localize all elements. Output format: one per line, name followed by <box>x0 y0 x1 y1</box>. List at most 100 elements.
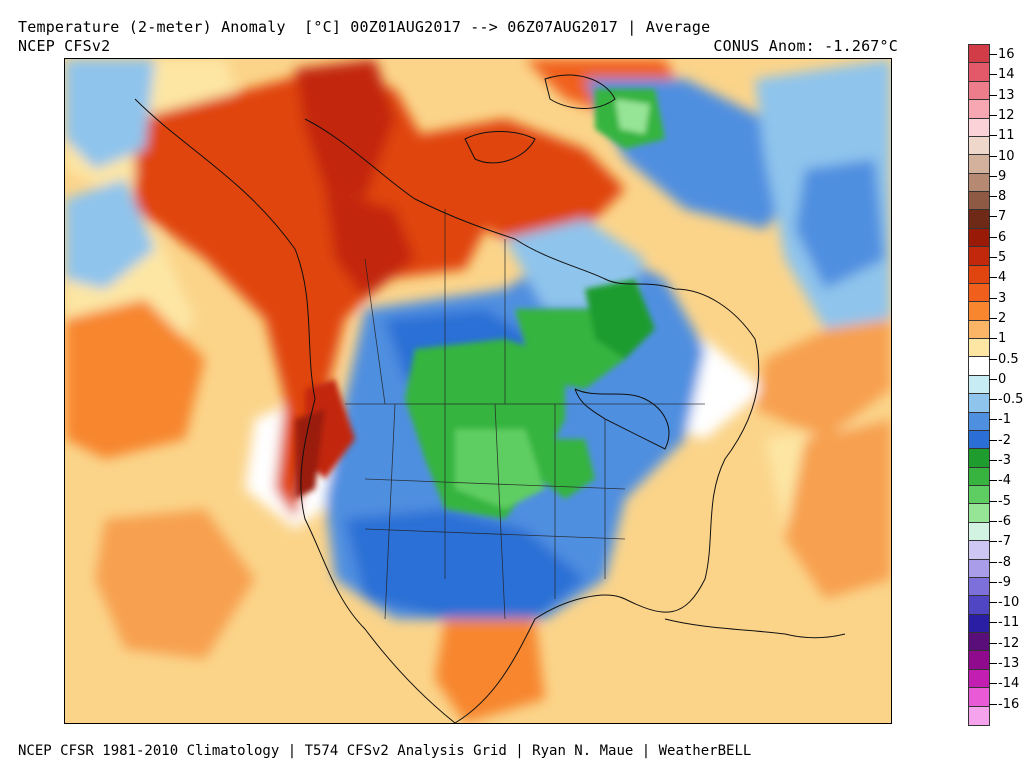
temperature-anomaly-map[interactable] <box>64 58 892 724</box>
legend-tick <box>989 175 997 177</box>
legend-swatch <box>968 632 990 653</box>
legend-swatch <box>968 44 990 64</box>
legend-label: -10 <box>998 595 1020 611</box>
legend-label: 2 <box>998 310 1007 326</box>
legend-label: 13 <box>998 87 1015 103</box>
legend-tick <box>989 297 997 299</box>
legend-tick <box>989 155 997 157</box>
credits-footer: NCEP CFSR 1981-2010 Climatology | T574 C… <box>18 743 752 759</box>
legend-label: 14 <box>998 67 1015 83</box>
legend-tick <box>989 378 997 380</box>
legend-label: -12 <box>998 635 1020 651</box>
legend-tick <box>989 338 997 340</box>
conus-anomaly-label: CONUS Anom: -1.267°C <box>713 37 898 55</box>
legend-tick <box>989 460 997 462</box>
legend-label: 1 <box>998 331 1007 347</box>
legend-label: 5 <box>998 250 1007 265</box>
legend-tick <box>989 257 997 258</box>
legend-swatch <box>968 374 990 395</box>
legend-label: -4 <box>998 473 1011 489</box>
legend-swatch <box>968 668 990 689</box>
legend-label: 8 <box>998 189 1007 205</box>
legend-label: -2 <box>998 432 1011 448</box>
legend-swatch <box>968 356 990 377</box>
legend-swatch <box>968 540 990 561</box>
legend-label: 9 <box>998 168 1007 184</box>
legend-label: -8 <box>998 554 1011 570</box>
legend-swatch <box>968 154 990 175</box>
legend-swatch <box>968 613 990 634</box>
legend-tick <box>989 358 997 360</box>
legend-swatch <box>968 99 990 120</box>
legend-swatch <box>968 466 990 487</box>
legend-tick <box>989 602 997 604</box>
model-label: NCEP CFSv2 <box>18 37 111 55</box>
legend-label: -13 <box>998 656 1020 672</box>
legend-tick <box>989 642 997 644</box>
legend-label: 11 <box>998 128 1015 144</box>
legend-label: -14 <box>998 676 1020 692</box>
legend-label: -11 <box>998 615 1020 631</box>
legend-label: 0 <box>998 371 1007 387</box>
legend-tick <box>989 500 997 502</box>
legend-tick <box>989 683 997 685</box>
legend-label: 12 <box>998 107 1015 123</box>
legend-swatch <box>968 705 990 726</box>
legend-tick <box>989 196 997 198</box>
legend-tick <box>989 439 997 441</box>
legend-label: 6 <box>998 229 1007 245</box>
legend-tick <box>989 399 997 401</box>
legend-tick <box>989 114 997 116</box>
legend-swatch <box>968 62 990 83</box>
legend-tick <box>989 581 997 583</box>
legend-tick <box>989 622 997 624</box>
legend-swatch <box>968 687 990 708</box>
legend-tick <box>989 236 997 238</box>
legend-swatch <box>968 448 990 469</box>
legend-swatch <box>968 301 990 322</box>
legend-label: -16 <box>998 696 1020 712</box>
legend-swatch <box>968 558 990 579</box>
legend-label: -9 <box>998 574 1011 590</box>
legend-swatch <box>968 521 990 542</box>
legend-tick <box>989 216 997 218</box>
legend-tick <box>989 663 997 665</box>
legend-label: -3 <box>998 453 1011 469</box>
legend-tick <box>989 135 997 137</box>
legend-tick <box>989 277 997 279</box>
legend-label: -0.5 <box>998 392 1024 408</box>
legend-tick <box>989 317 997 319</box>
legend-label: 3 <box>998 290 1007 306</box>
map-title: Temperature (2-meter) Anomaly [°C] 00Z01… <box>18 18 711 36</box>
legend-label: 10 <box>998 148 1015 164</box>
legend-tick <box>989 419 997 421</box>
legend-swatch <box>968 227 990 248</box>
legend-swatch <box>968 191 990 212</box>
legend-swatch <box>968 485 990 506</box>
legend-label: 4 <box>998 270 1007 286</box>
color-scale-legend: 16 14 13 12 11 10 9 8 7 6 5 4 3 2 1 0.5 0 -0.5 -1 -2 -3 -4 -5 -… <box>968 44 1023 726</box>
legend-label: 7 <box>998 209 1007 225</box>
legend-swatch <box>968 246 990 267</box>
legend-swatch <box>968 338 990 359</box>
legend-label: 16 <box>998 47 1015 62</box>
legend-label: 0.5 <box>998 351 1019 367</box>
legend-swatch <box>968 209 990 230</box>
legend-tick <box>989 561 997 563</box>
legend-swatch <box>968 135 990 156</box>
legend-swatch <box>968 172 990 193</box>
legend-tick <box>989 703 997 705</box>
legend-swatch <box>968 429 990 450</box>
legend-label: -1 <box>998 412 1011 428</box>
legend-swatch <box>968 503 990 524</box>
legend-swatch <box>968 117 990 138</box>
legend-swatch <box>968 650 990 671</box>
legend-label: -7 <box>998 534 1011 550</box>
legend-swatch <box>968 393 990 414</box>
legend-tick <box>989 94 997 96</box>
legend-tick <box>989 520 997 522</box>
legend-swatch <box>968 411 990 432</box>
legend-swatch <box>968 595 990 616</box>
legend-label: -5 <box>998 493 1011 509</box>
legend-label: -6 <box>998 513 1011 529</box>
